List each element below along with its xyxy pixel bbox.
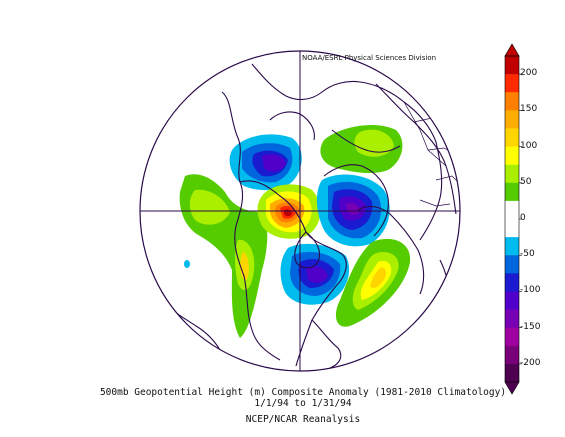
colorbar-segment bbox=[505, 56, 519, 75]
colorbar-segment bbox=[505, 291, 519, 310]
colorbar-segment bbox=[505, 363, 519, 383]
colorbar-max-arrow bbox=[504, 43, 520, 57]
colorbar-tick-label: 50 bbox=[520, 176, 532, 187]
anomaly-fields bbox=[179, 125, 411, 338]
date-range: 1/1/94 to 1/31/94 bbox=[254, 398, 352, 409]
colorbar-segment bbox=[505, 255, 519, 274]
colorbar bbox=[504, 43, 522, 395]
colorbar-segment bbox=[505, 110, 519, 129]
colorbar-segment bbox=[505, 164, 519, 184]
colorbar-tick-label: -50 bbox=[520, 249, 535, 260]
credit-label: NOAA/ESRL Physical Sciences Division bbox=[302, 54, 437, 62]
colorbar-segment bbox=[505, 182, 519, 202]
colorbar-tick-label: -100 bbox=[520, 285, 541, 296]
colorbar-segment bbox=[505, 237, 519, 256]
colorbar-tick-label: -200 bbox=[520, 357, 541, 368]
colorbar-segment bbox=[505, 273, 519, 292]
globe-outline bbox=[139, 50, 461, 372]
colorbar-segment bbox=[505, 92, 519, 111]
colorbar-segment bbox=[505, 200, 519, 220]
colorbar-segment bbox=[505, 345, 519, 365]
map-title: 500mb Geopotential Height (m) Composite … bbox=[99, 387, 507, 398]
colorbar-segment bbox=[505, 309, 519, 329]
boundaries bbox=[403, 101, 460, 207]
colorbar-segment bbox=[505, 74, 519, 93]
colorbar-tick-label: 0 bbox=[520, 213, 526, 223]
colorbar-tick-label: -150 bbox=[520, 321, 541, 332]
colorbar-tick-label: 150 bbox=[520, 104, 538, 115]
data-source: NCEP/NCAR Reanalysis bbox=[245, 414, 361, 425]
colorbar-tick-label: 100 bbox=[520, 140, 538, 151]
colorbar-segment bbox=[505, 128, 519, 147]
colorbar-tick-label: 200 bbox=[520, 68, 538, 79]
colorbar-segment bbox=[505, 219, 519, 238]
colorbar-segment bbox=[505, 146, 519, 166]
colorbar-segment bbox=[505, 327, 519, 347]
